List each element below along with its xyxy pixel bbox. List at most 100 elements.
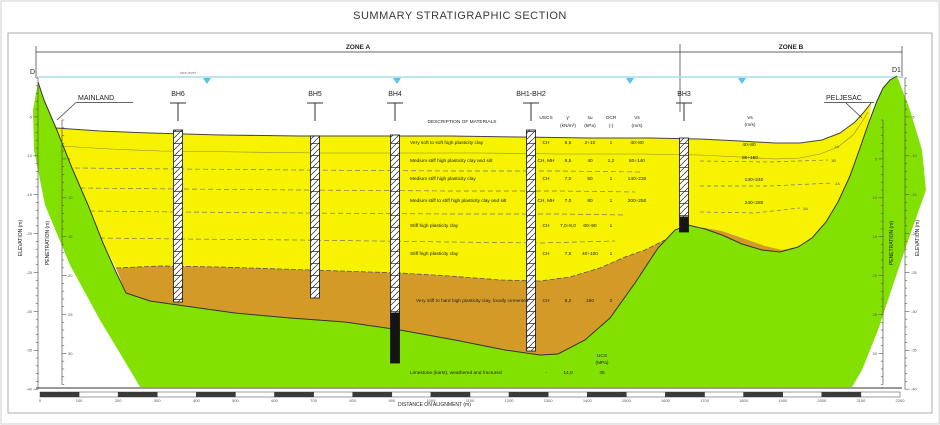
ruler-tick-label: -35 (26, 348, 33, 353)
scale-bar-label: 500 (232, 398, 239, 403)
penetration-ruler-left: 5 10 15 20 25 30 (61, 119, 73, 385)
row-ocr: 1,2 (608, 158, 615, 164)
mainland-label: MAINLAND (78, 95, 114, 102)
scale-bar: 0 100 200 300 400 500 600 700 800 900 1000 1100 1200… (39, 391, 906, 403)
ruler-tick-label: -15 (26, 192, 33, 197)
scale-bar-label: 700 (310, 398, 317, 403)
ruler-tick-label: -5 (911, 114, 915, 119)
right-axis: 5 10 15 20 25 30 -5 -10 -15 -20 -25 -30 -35 -40 PENE… (873, 77, 921, 392)
ruler-tick-label: 10 (873, 195, 878, 200)
scale-bar-segment (743, 391, 783, 398)
zone-dimensions: ZONE A ZONE B (35, 44, 903, 112)
boreholes: BH6 BH5 BH4 BH1-BH2 BH3 (170, 91, 692, 364)
scale-bar-label: 1100 (466, 398, 475, 403)
ruler-tick-label: -30 (911, 309, 918, 314)
ucs-unit: (MPa) (595, 360, 608, 366)
row-ocr: 1 (610, 223, 613, 229)
row-uscs: CH, MH (537, 158, 555, 164)
scale-bar-segment (821, 391, 862, 398)
scale-bar-label: 2200 (896, 398, 906, 403)
ucs-header: UCS (597, 353, 607, 359)
sea-level-label: sea level (180, 70, 196, 75)
borehole-rock-core (679, 216, 689, 233)
penetration-ruler-right: 5 10 15 20 25 30 (873, 119, 884, 385)
zone-b-line-2 (700, 182, 833, 187)
ruler-tick-label: 30 (873, 351, 878, 356)
scale-bar-segment (587, 391, 627, 398)
ruler-tick-label: -20 (911, 231, 918, 236)
layer-tag: 1B (831, 158, 836, 163)
row-gamma: 7,5 (565, 251, 572, 257)
row-uscs: CH (543, 251, 550, 257)
scale-bar-label: 1300 (544, 398, 554, 403)
row-uscs: CH (543, 298, 550, 304)
row-gamma: 7,0÷8,0 (560, 223, 576, 229)
scale-bar-segment (352, 391, 393, 398)
scale-bar-label: 900 (388, 398, 395, 403)
scale-bar-label: 1800 (739, 398, 749, 403)
borehole-label: BH6 (171, 91, 185, 98)
row-desc: Stiff high plasticity clay (410, 251, 459, 257)
borehole-bh6: BH6 (170, 91, 186, 303)
ruler-tick-label: -5 (28, 114, 32, 119)
water-level-icon (203, 78, 211, 84)
row-gamma: 7,0 (565, 198, 572, 204)
elevation-ruler-left: -5 -10 -15 -20 -25 -30 -35 -40 (26, 77, 39, 392)
col-vs: Vs (634, 115, 640, 121)
scale-bar-label: 0 (39, 398, 42, 403)
row-gamma: 14,0 (563, 370, 573, 376)
peljesac-leader-line (845, 102, 863, 119)
scale-bar-label: 400 (193, 398, 200, 403)
col-uscs: USCS (539, 115, 552, 121)
row-desc: Very soft to soft high plasticity clay (410, 140, 484, 146)
scale-bar-label: 1700 (700, 398, 710, 403)
scale-bar-segment (117, 391, 158, 398)
layer-tag: 1A (834, 144, 839, 149)
scale-bar-segment (78, 391, 119, 398)
ruler-tick-label: -40 (26, 387, 33, 392)
layer-clay (56, 103, 871, 281)
cemented-clay-top-line (115, 239, 666, 282)
ruler-tick-label: 15 (873, 234, 878, 239)
zone-b-vs-header: Vs (747, 115, 753, 121)
col-gamma: γ' (566, 115, 569, 121)
zone-b-vs-value: 80÷150 (742, 155, 758, 161)
scale-bar-segment (469, 391, 510, 398)
borehole-core-column (310, 135, 320, 299)
borehole-bh3: BH3 (676, 91, 692, 233)
location-labels: MAINLAND PELJESAC (56, 95, 874, 121)
sublayer-line-2 (79, 187, 636, 193)
scale-bar-segment (391, 391, 432, 398)
page-title: SUMMARY STRATIGRAPHIC SECTION (353, 10, 567, 22)
row-ocr: 1 (610, 140, 613, 146)
row-desc: Medium stiff high plasticity clay and si… (410, 158, 493, 164)
col-gamma-unit: (kN/m³) (560, 123, 576, 129)
scale-bar-label: 2100 (856, 398, 866, 403)
soft-clay-bottom-line (59, 111, 869, 160)
scale-bar-segment (313, 391, 353, 398)
scale-bar-segment (782, 391, 823, 398)
borehole-label: BH4 (388, 91, 402, 98)
row-desc: Limestone (karst), weathered and fractur… (410, 370, 502, 376)
row-desc: Stiff high plasticity clay (410, 223, 459, 229)
scale-bar-label: 1000 (426, 398, 436, 403)
scale-bar-segment (508, 391, 549, 398)
borehole-label: BH5 (308, 91, 322, 98)
table-row-rock: UCS (MPa) Limestone (karst), weathered a… (410, 353, 609, 376)
scale-bar-label: 100 (76, 398, 83, 403)
zone-b-profile: Vs (m/s) 40÷80 80÷150 140÷240 240÷280 1A… (699, 115, 840, 214)
materials-table: DESCRIPTION OF MATERIALS USCS γ' (kN/m³)… (410, 115, 647, 376)
mainland-leader-line (56, 102, 77, 121)
ruler-tick-label: -10 (26, 153, 33, 158)
row-uscs: CH (543, 140, 550, 146)
row-su: 40 (587, 158, 593, 164)
col-ocr-unit: (-) (609, 123, 614, 129)
scale-bar-label: 1200 (505, 398, 515, 403)
ruler-tick-label: 5 (68, 156, 71, 161)
zone-b-vs-value: 240÷280 (745, 200, 764, 206)
row-uscs: CH (543, 176, 550, 182)
scale-bar-label: 200 (115, 398, 122, 403)
ruler-tick-label: -15 (911, 192, 918, 197)
scale-bar-label: 2000 (817, 398, 827, 403)
